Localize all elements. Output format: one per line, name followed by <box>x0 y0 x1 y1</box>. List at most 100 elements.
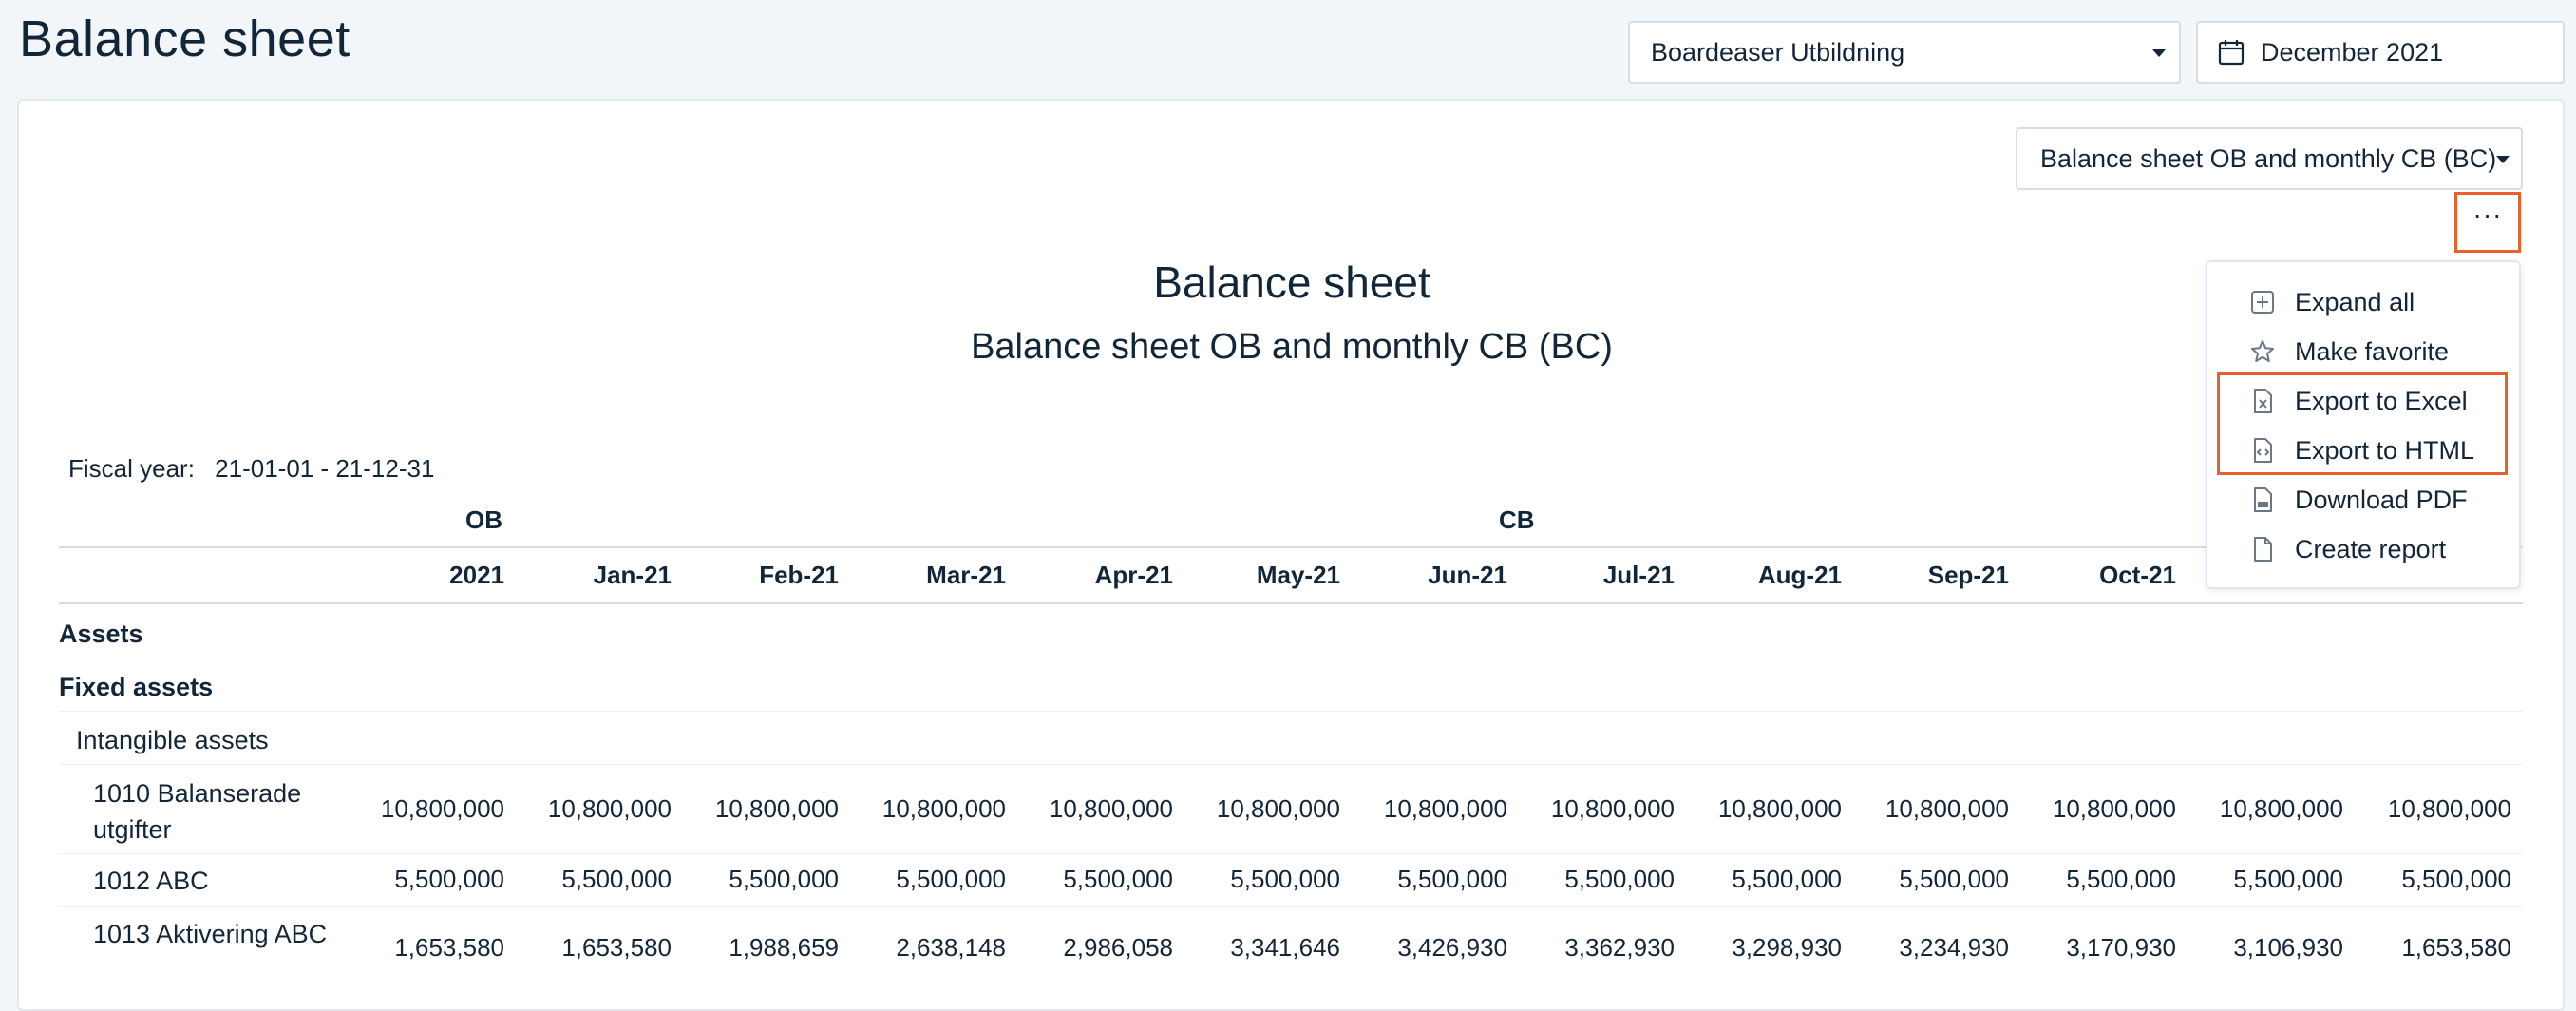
table-cell: 10,800,000 <box>1550 794 1675 823</box>
table-cell: 3,106,930 <box>2233 933 2343 962</box>
column-header: Oct-21 <box>2099 561 2176 589</box>
header-divider <box>59 602 2523 604</box>
report-template-select[interactable]: Balance sheet OB and monthly CB (BC) <box>2016 127 2523 190</box>
file-icon <box>2254 537 2272 562</box>
column-header: 2021 <box>449 561 504 589</box>
date-picker[interactable]: December 2021 <box>2196 21 2565 84</box>
table-cell: 2,986,058 <box>1063 933 1173 962</box>
table-cell: 3,234,930 <box>1899 933 2009 962</box>
table-cell: 3,426,930 <box>1397 933 1507 962</box>
menu-item-label: Export to HTML <box>2295 435 2475 465</box>
menu-item-download-pdf[interactable]: Download PDF <box>2249 475 2468 525</box>
fiscal-year-label: Fiscal year: <box>68 454 195 483</box>
table-cell: 5,500,000 <box>2401 865 2511 893</box>
row-divider <box>59 853 2523 854</box>
star-icon <box>2251 340 2274 362</box>
table-cell: 10,800,000 <box>1383 794 1507 823</box>
menu-item-make-favorite[interactable]: Make favorite <box>2249 327 2449 376</box>
table-cell: 1,653,580 <box>394 933 504 962</box>
table-cell: 5,500,000 <box>896 865 1006 893</box>
column-header: Sep-21 <box>1927 561 2009 589</box>
row-label-line: 1010 Balanserade <box>93 779 302 808</box>
row-label-line: utgifter <box>93 815 172 844</box>
table-cell: 5,500,000 <box>2233 865 2343 893</box>
menu-item-label: Make favorite <box>2295 336 2450 366</box>
row-label-line: 1013 Aktivering ABC <box>93 920 328 948</box>
table-cell: 10,800,000 <box>714 794 839 823</box>
table-cell: 5,500,000 <box>1564 865 1675 893</box>
table-cell: 2,638,148 <box>896 933 1006 962</box>
table-cell: 1,988,659 <box>729 933 839 962</box>
table-cell: 5,500,000 <box>1230 865 1340 893</box>
chevron-down-icon <box>2496 156 2510 163</box>
html-file-icon <box>2254 438 2272 463</box>
table-cell: 1,653,580 <box>2401 933 2511 962</box>
menu-item-label: Expand all <box>2295 287 2415 316</box>
excel-file-icon <box>2254 389 2272 413</box>
table-cell: 5,500,000 <box>394 865 504 893</box>
calendar-icon <box>2218 40 2245 66</box>
more-options-button[interactable]: ··· <box>2454 192 2521 253</box>
table-cell: 5,500,000 <box>1732 865 1842 893</box>
row-label-line: Intangible assets <box>76 726 269 754</box>
table-cell: 1,653,580 <box>561 933 672 962</box>
row-label-line: Assets <box>59 620 143 648</box>
menu-item-label: Export to Excel <box>2295 386 2468 415</box>
chevron-down-icon <box>2152 49 2166 57</box>
row-label: 1010 Balanserade utgifter <box>93 775 301 848</box>
table-cell: 10,800,000 <box>1049 794 1173 823</box>
fiscal-year: Fiscal year: 21-01-01 - 21-12-31 <box>68 454 434 484</box>
column-header: Jul-21 <box>1602 561 1675 589</box>
table-cell: 5,500,000 <box>729 865 839 893</box>
row-label: Intangible assets <box>76 722 269 758</box>
column-header: Feb-21 <box>759 561 839 589</box>
export-options-highlight <box>2217 372 2508 475</box>
table-cell: 3,341,646 <box>1230 933 1340 962</box>
table-cell: 10,800,000 <box>1885 794 2009 823</box>
menu-item-export-excel[interactable]: Export to Excel <box>2249 376 2468 426</box>
date-picker-value: December 2021 <box>2261 37 2444 67</box>
column-header: Mar-21 <box>926 561 1006 589</box>
table-cell: 10,800,000 <box>1717 794 1842 823</box>
row-label-line: Fixed assets <box>59 673 214 701</box>
row-label: 1012 ABC <box>93 863 209 899</box>
plus-square-icon <box>2251 291 2274 314</box>
menu-item-export-html[interactable]: Export to HTML <box>2249 426 2474 475</box>
table-cell: 10,800,000 <box>1216 794 1340 823</box>
report-template-value: Balance sheet OB and monthly CB (BC) <box>2040 143 2497 173</box>
table-cell: 5,500,000 <box>1397 865 1507 893</box>
table-cell: 5,500,000 <box>561 865 672 893</box>
group-divider <box>59 546 2523 548</box>
table-cell: 5,500,000 <box>1899 865 2009 893</box>
menu-item-expand-all[interactable]: Expand all <box>2249 277 2415 327</box>
row-divider <box>59 764 2523 765</box>
group-header-cb: CB <box>1499 506 1535 534</box>
table-cell: 3,170,930 <box>2066 933 2176 962</box>
table-cell: 3,362,930 <box>1564 933 1675 962</box>
column-header: Aug-21 <box>1757 561 1842 589</box>
menu-item-create-report[interactable]: Create report <box>2249 525 2446 574</box>
report-card <box>17 99 2565 1011</box>
column-header: May-21 <box>1256 561 1340 589</box>
column-header: Apr-21 <box>1094 561 1173 589</box>
more-options-menu: Expand all Make favorite Export to Excel… <box>2206 260 2521 589</box>
row-label: Fixed assets <box>59 669 213 705</box>
table-cell: 5,500,000 <box>2066 865 2176 893</box>
column-header: Jun-21 <box>1428 561 1507 589</box>
row-divider <box>59 711 2523 712</box>
table-cell: 10,800,000 <box>2387 794 2511 823</box>
report-subtitle: Balance sheet OB and monthly CB (BC) <box>971 327 1613 367</box>
company-select-value: Boardeaser Utbildning <box>1651 37 1905 67</box>
table-cell: 10,800,000 <box>2052 794 2176 823</box>
table-cell: 10,800,000 <box>380 794 504 823</box>
menu-item-label: Create report <box>2295 534 2447 563</box>
company-select[interactable]: Boardeaser Utbildning <box>1628 21 2181 84</box>
menu-item-label: Download PDF <box>2295 485 2468 514</box>
row-label: Assets <box>59 616 143 652</box>
pdf-file-icon <box>2254 487 2272 512</box>
table-cell: 10,800,000 <box>881 794 1006 823</box>
group-header-ob: OB <box>465 506 502 534</box>
page-title: Balance sheet <box>19 10 350 67</box>
column-header: Jan-21 <box>593 561 672 589</box>
table-cell: 3,298,930 <box>1732 933 1842 962</box>
